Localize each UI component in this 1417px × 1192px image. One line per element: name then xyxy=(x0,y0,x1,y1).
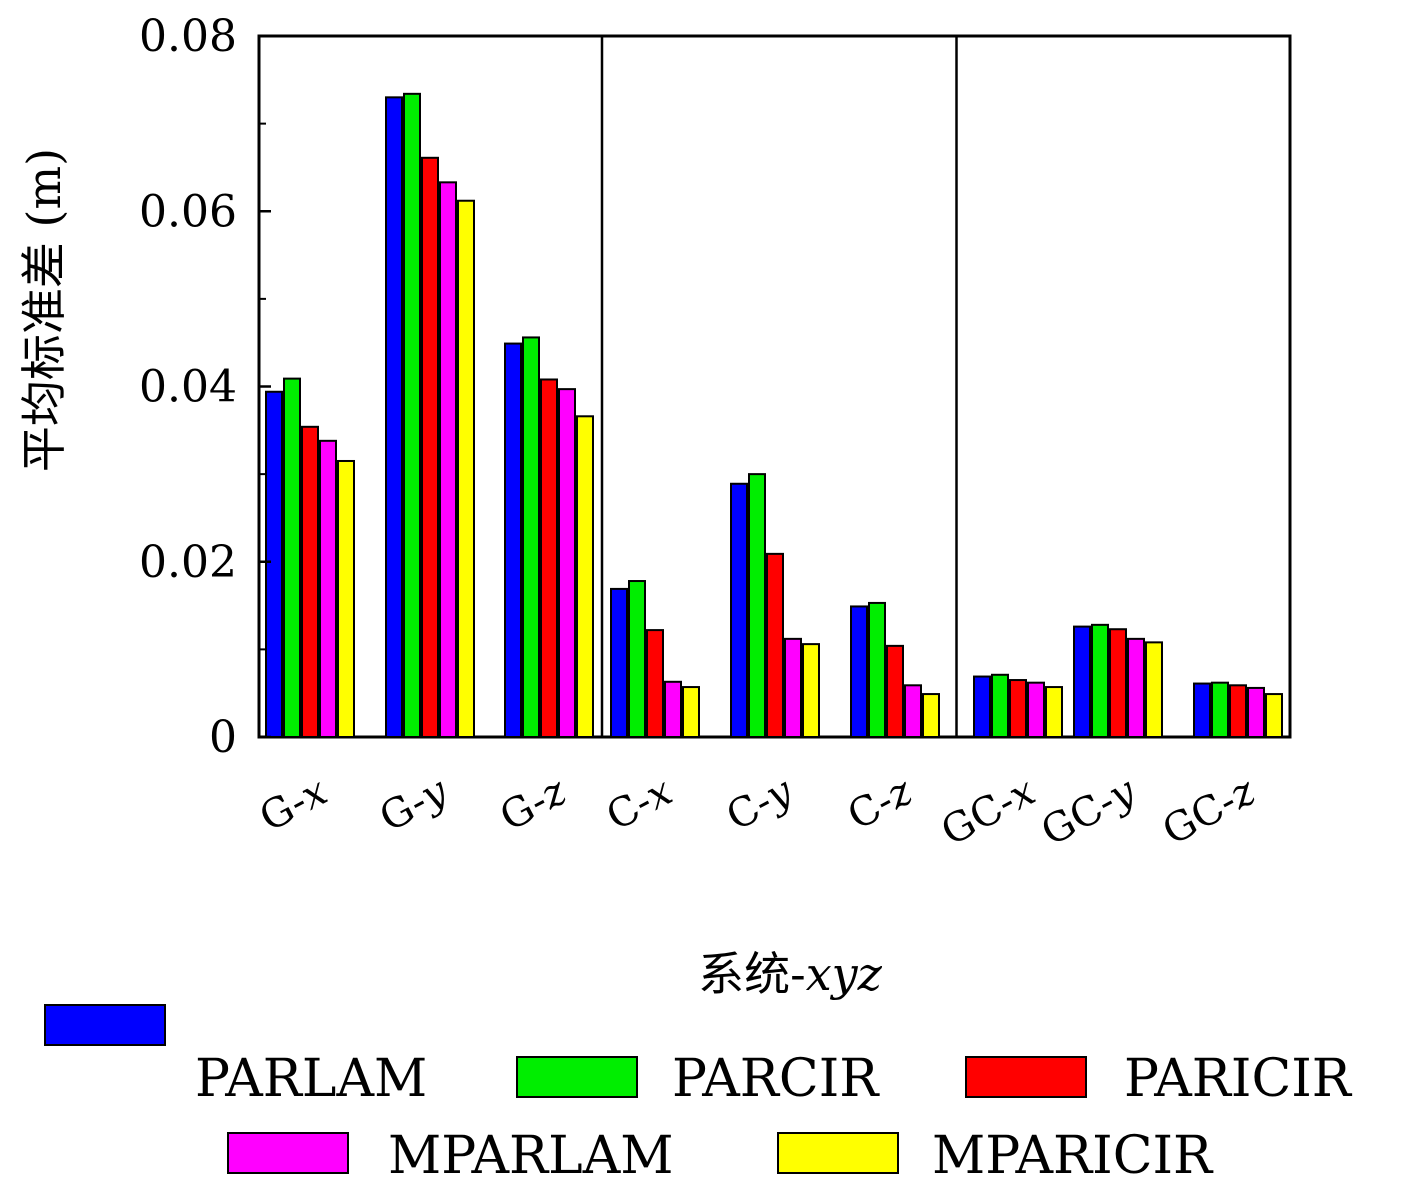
bar xyxy=(385,96,403,738)
bar xyxy=(1265,693,1283,738)
x-tick-label: GC-y xyxy=(1034,768,1144,856)
bar xyxy=(730,482,748,739)
plot-area xyxy=(257,34,1292,739)
bar xyxy=(522,336,540,738)
x-tick-label: GC-x xyxy=(934,768,1043,855)
bar xyxy=(850,605,868,738)
x-axis-title-prefix: 系统- xyxy=(698,947,806,1001)
x-axis: G-x G-y G-z C-x C-y C-z GC-xGC-y GC-z xyxy=(252,768,1263,856)
bar xyxy=(868,601,886,739)
bar xyxy=(301,425,319,738)
legend-label: MPARICIR xyxy=(932,1126,1214,1186)
legend-label: MPARLAM xyxy=(388,1126,674,1186)
legend-item: PARICIR xyxy=(965,1049,1353,1109)
legend-swatch xyxy=(777,1132,899,1174)
bar xyxy=(802,643,820,738)
bar xyxy=(1229,684,1247,739)
bar xyxy=(748,473,766,738)
bar xyxy=(1193,682,1211,739)
legend-item: PARCIR xyxy=(516,1049,880,1109)
x-tick-label: G-x xyxy=(252,768,334,841)
bar xyxy=(1091,623,1109,739)
bar xyxy=(403,92,421,738)
x-axis-title: 系统-xyz xyxy=(698,947,882,1001)
x-tick-label: C-y xyxy=(719,768,801,841)
legend-label: PARICIR xyxy=(1124,1049,1353,1109)
bar xyxy=(610,587,628,738)
bar xyxy=(265,390,283,738)
bar xyxy=(1073,625,1091,739)
bar xyxy=(1211,681,1229,738)
legend-item: MPARICIR xyxy=(777,1126,1214,1186)
y-tick-label: 0.06 xyxy=(139,186,237,237)
bar xyxy=(1109,628,1127,738)
y-tick-label: 0.02 xyxy=(139,537,237,588)
bar xyxy=(973,675,991,739)
bar xyxy=(540,378,558,738)
legend-swatch xyxy=(44,1004,166,1046)
x-tick-label: C-z xyxy=(841,768,921,840)
legend-swatch xyxy=(965,1056,1087,1098)
legend-label: PARLAM xyxy=(195,1049,427,1109)
x-axis-title-italic: xyz xyxy=(806,947,883,1001)
bar xyxy=(439,181,457,739)
bar xyxy=(283,377,301,738)
bar xyxy=(1145,641,1163,738)
bar xyxy=(337,459,355,738)
bar xyxy=(922,693,940,738)
y-axis-title: 平均标准差 (m) xyxy=(17,148,71,472)
x-tick-label: G-y xyxy=(372,768,456,842)
bar xyxy=(576,415,594,738)
y-tick-label: 0.08 xyxy=(139,11,237,62)
x-tick-label: GC-z xyxy=(1155,768,1263,855)
bar xyxy=(904,684,922,739)
y-tick-label: 0 xyxy=(209,712,237,763)
bar xyxy=(558,388,576,738)
bar xyxy=(1009,679,1027,739)
bar xyxy=(628,580,646,739)
x-tick-label: C-x xyxy=(599,768,679,840)
bar xyxy=(1127,637,1145,738)
bar xyxy=(1045,686,1063,739)
legend-item: MPARLAM xyxy=(227,1126,674,1186)
legend-item: PARLAM xyxy=(44,1004,427,1109)
legend: PARLAM PARCIR PARICIR MPARLAM MPARICIR xyxy=(44,1004,1353,1186)
bar xyxy=(421,156,439,738)
x-tick-label: G-z xyxy=(493,768,575,841)
bar xyxy=(991,673,1009,739)
bar xyxy=(1027,681,1045,738)
bar xyxy=(457,199,475,739)
y-tick-label: 0.04 xyxy=(139,362,237,413)
legend-swatch xyxy=(516,1056,638,1098)
bar xyxy=(766,552,784,739)
legend-label: PARCIR xyxy=(672,1049,880,1109)
y-axis: 0 0.02 0.04 0.06 0.08 xyxy=(139,11,271,763)
bar xyxy=(1247,686,1265,738)
bar xyxy=(664,680,682,739)
bar xyxy=(682,686,700,739)
bar xyxy=(504,342,522,738)
bar xyxy=(784,637,802,738)
bar xyxy=(646,629,664,738)
bar xyxy=(319,439,337,738)
bar xyxy=(886,644,904,738)
legend-swatch xyxy=(227,1132,349,1174)
